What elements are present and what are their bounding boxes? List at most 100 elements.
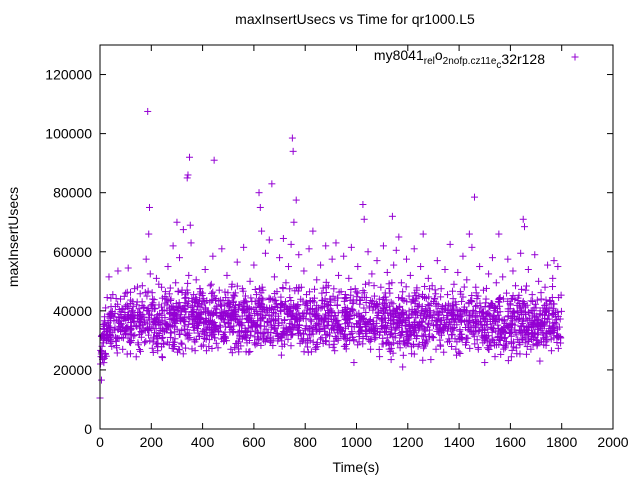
data-point xyxy=(154,347,162,355)
data-point xyxy=(227,345,235,353)
data-point xyxy=(504,323,512,331)
data-point xyxy=(375,345,383,353)
data-point xyxy=(527,336,535,344)
data-point xyxy=(287,240,295,248)
data-point xyxy=(155,301,163,309)
data-point xyxy=(144,107,152,115)
data-point xyxy=(202,347,210,355)
data-point xyxy=(531,317,539,325)
data-point xyxy=(507,353,515,361)
data-point xyxy=(309,227,317,235)
data-point xyxy=(156,327,164,335)
data-point xyxy=(369,323,377,331)
data-point xyxy=(434,325,442,333)
data-point xyxy=(183,174,191,182)
data-point xyxy=(488,328,496,336)
data-point xyxy=(256,304,264,312)
data-point xyxy=(186,153,194,161)
data-point xyxy=(318,316,326,324)
data-point xyxy=(474,345,482,353)
data-point xyxy=(305,245,313,253)
data-point xyxy=(367,345,375,353)
data-point xyxy=(462,341,470,349)
data-point xyxy=(366,316,374,324)
data-point xyxy=(437,285,445,293)
data-point xyxy=(367,326,375,334)
data-point xyxy=(97,353,105,361)
data-point xyxy=(133,301,141,309)
data-point xyxy=(131,331,139,339)
x-tick-label: 1400 xyxy=(444,434,475,450)
data-point xyxy=(170,323,178,331)
data-point xyxy=(245,348,253,356)
data-point xyxy=(522,350,530,358)
data-point xyxy=(236,335,244,343)
data-point xyxy=(476,263,484,271)
data-point xyxy=(195,332,203,340)
data-point xyxy=(400,316,408,324)
data-point xyxy=(118,333,126,341)
data-point xyxy=(341,342,349,350)
data-point xyxy=(301,325,309,333)
data-point xyxy=(247,317,255,325)
data-point xyxy=(215,286,223,294)
data-point xyxy=(125,304,133,312)
data-point xyxy=(106,339,114,347)
data-point xyxy=(308,327,316,335)
data-point xyxy=(263,318,271,326)
data-point xyxy=(309,338,317,346)
data-point xyxy=(327,295,335,303)
data-point xyxy=(294,287,302,295)
data-point xyxy=(256,203,264,211)
data-point xyxy=(428,282,436,290)
data-point xyxy=(508,295,516,303)
data-point xyxy=(543,336,551,344)
data-point xyxy=(494,321,502,329)
data-point xyxy=(282,279,290,287)
data-point xyxy=(510,313,518,321)
data-point xyxy=(349,307,357,315)
data-point xyxy=(226,302,234,310)
data-point xyxy=(216,321,224,329)
data-point xyxy=(318,289,326,297)
data-point xyxy=(243,315,251,323)
data-point xyxy=(328,255,336,263)
data-point xyxy=(179,350,187,358)
data-point xyxy=(272,317,280,325)
data-point xyxy=(478,321,486,329)
data-point xyxy=(235,348,243,356)
data-point xyxy=(499,273,507,281)
data-point xyxy=(232,313,240,321)
data-point xyxy=(320,302,328,310)
data-point xyxy=(263,304,271,312)
data-point xyxy=(97,376,105,384)
data-point xyxy=(517,249,525,257)
data-point xyxy=(405,323,413,331)
data-point xyxy=(190,306,198,314)
data-point xyxy=(208,290,216,298)
data-point xyxy=(504,357,512,365)
data-point xyxy=(504,307,512,315)
data-point xyxy=(142,255,150,263)
data-point xyxy=(148,301,156,309)
data-point xyxy=(120,292,128,300)
data-point xyxy=(189,302,197,310)
data-point xyxy=(425,293,433,301)
data-point xyxy=(395,294,403,302)
data-point xyxy=(261,249,269,257)
data-point xyxy=(354,263,362,271)
data-point xyxy=(242,328,250,336)
data-point xyxy=(287,331,295,339)
data-point xyxy=(396,320,404,328)
data-point xyxy=(169,242,177,250)
data-point xyxy=(399,328,407,336)
data-point xyxy=(202,335,210,343)
data-point xyxy=(296,339,304,347)
data-point xyxy=(364,248,372,256)
data-point xyxy=(146,203,154,211)
data-point xyxy=(167,297,175,305)
data-point xyxy=(522,327,530,335)
data-point xyxy=(473,295,481,303)
data-point xyxy=(152,274,160,282)
data-point xyxy=(236,301,244,309)
